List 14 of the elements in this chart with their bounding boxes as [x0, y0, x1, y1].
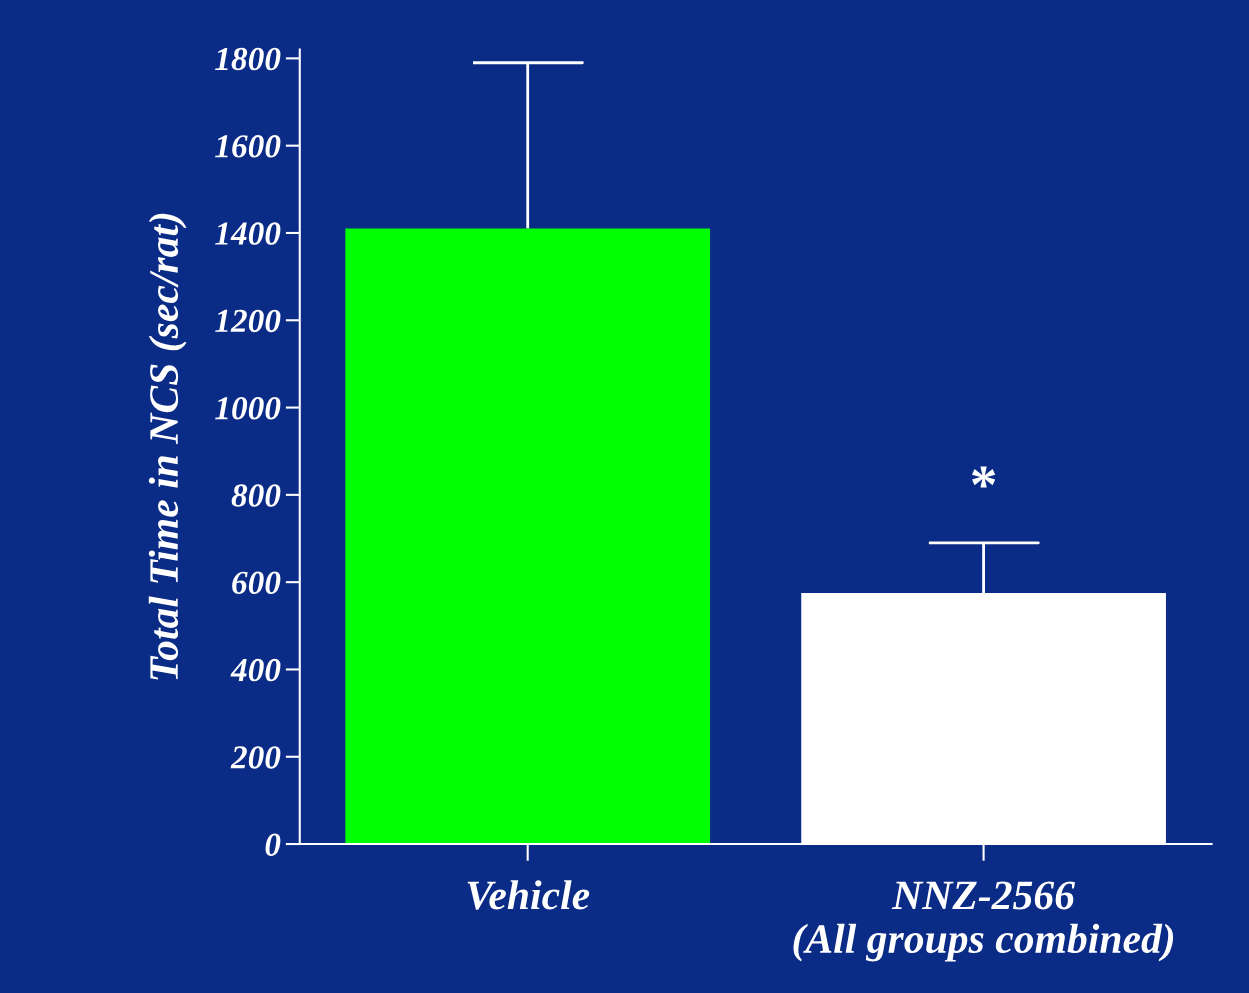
y-tick-label: 0	[265, 833, 281, 856]
y-tick-label: 1000	[215, 396, 281, 420]
y-axis-title: Total Time in NCS (sec/rat)	[148, 213, 187, 680]
y-tick-label: 1800	[215, 47, 281, 71]
y-tick-label: 1600	[215, 135, 281, 158]
y-tick-label: 400	[230, 658, 281, 682]
annotation: *	[972, 466, 996, 488]
y-tick-label: 200	[230, 746, 281, 769]
y-tick-label: 600	[232, 571, 281, 595]
y-tick-label: 1400	[215, 222, 281, 245]
y-tick-label: 1200	[215, 309, 281, 333]
x-tick-label: Vehicle	[467, 880, 590, 910]
x-tick-label: NNZ-2566 (All groups combined)	[793, 881, 1174, 962]
y-tick-label: 800	[231, 484, 281, 507]
